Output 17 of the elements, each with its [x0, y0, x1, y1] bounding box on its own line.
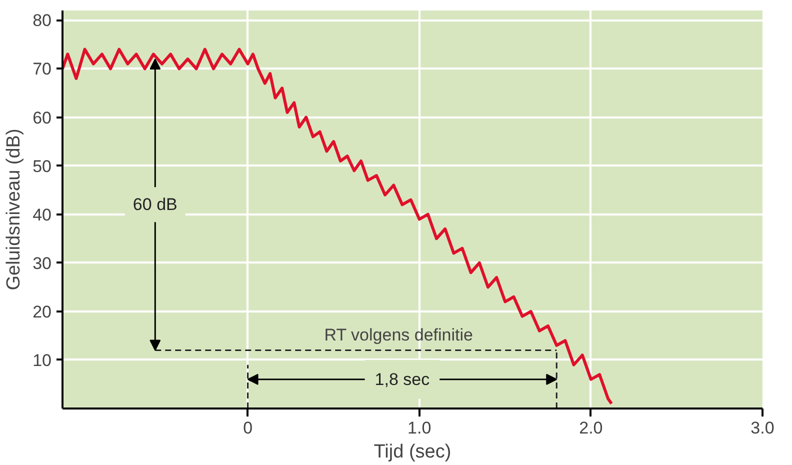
y-tick-label: 20: [32, 302, 52, 322]
y-axis-title: Geluidsniveau (dB): [4, 128, 25, 290]
annotation: 1,8 sec: [374, 370, 430, 389]
x-tick-label: 2.0: [579, 418, 603, 438]
x-tick-label: 0: [243, 418, 253, 438]
y-tick-label: 80: [32, 11, 52, 30]
x-tick-label: 1.0: [408, 418, 432, 438]
y-tick-label: 30: [32, 254, 52, 273]
x-axis-title: Tijd (sec): [374, 442, 452, 462]
y-tick-label: 40: [32, 205, 52, 224]
x-tick-label: 3.0: [750, 418, 774, 438]
y-tick-label: 10: [32, 350, 52, 370]
annotation: 60 dB: [132, 195, 178, 214]
y-tick-label: 50: [32, 156, 52, 176]
annotation: RT volgens definitie: [324, 325, 473, 344]
y-tick-label: 70: [32, 60, 52, 79]
y-tick-label: 60: [32, 108, 52, 128]
